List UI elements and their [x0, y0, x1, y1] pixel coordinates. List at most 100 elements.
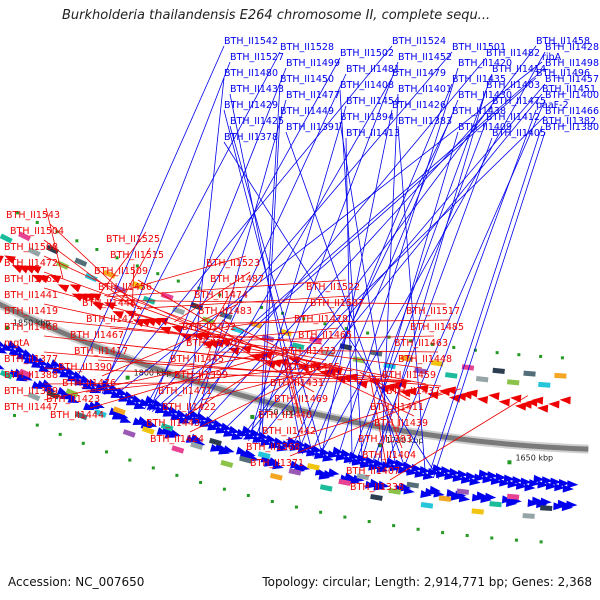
reverse-leader-line: [174, 271, 251, 323]
forward-track-arrow: [196, 413, 209, 421]
reverse-track-arrow: [488, 392, 500, 401]
forward-leader-line: [182, 57, 487, 422]
reverse-gene-label: BTH_II1508: [4, 242, 58, 253]
reverse-track-arrow: [531, 396, 544, 405]
reverse-leader-line: [120, 247, 151, 303]
forward-leader-line: [229, 125, 324, 459]
forward-leader-line: [156, 77, 537, 414]
forward-track-arrow: [302, 442, 315, 451]
forward-gene-label: BTH_II1498: [545, 58, 599, 69]
forward-track-arrow: [14, 344, 27, 354]
reverse-gene-label: BTH_II1459: [382, 370, 436, 381]
reverse-gene-label: BTH_II1525: [106, 234, 160, 245]
reverse-leader-line: [185, 353, 280, 417]
forward-gene-label: BTH_II1528: [280, 42, 334, 53]
reverse-gene-label: BTH_II1473: [282, 346, 336, 357]
reverse-leader-line: [43, 303, 338, 369]
forward-leader-line: [253, 61, 399, 443]
track-dot: [294, 505, 298, 509]
feature-block: [46, 244, 60, 255]
forward-gene-label: BTH_II1428: [545, 42, 599, 53]
reverse-track-arrow: [228, 347, 240, 356]
reverse-leader-line: [45, 207, 64, 279]
reverse-gene-label: BTH_II1472: [4, 258, 58, 269]
forward-track-arrow: [501, 495, 514, 504]
forward-track-arrow: [1, 343, 14, 352]
track-dot: [104, 450, 108, 454]
forward-track-arrow: [540, 497, 552, 506]
forward-leader-line: [104, 45, 393, 395]
forward-track-arrow: [524, 483, 536, 492]
reverse-leader-line: [207, 287, 235, 334]
forward-track-arrow: [476, 491, 488, 500]
forward-gene-label: BTH_II1524: [392, 36, 446, 47]
reverse-gene-label: BTH_II1509: [94, 266, 148, 277]
feature-block: [522, 513, 535, 519]
forward-gene-label: BTH_II1382: [542, 116, 596, 127]
feature-block: [74, 257, 88, 267]
reverse-track-arrow: [240, 345, 252, 354]
forward-gene-label: BTH_II1458: [536, 36, 590, 47]
feature-block: [27, 391, 41, 402]
feature-block: [540, 505, 553, 512]
forward-track-arrow: [435, 470, 448, 478]
forward-track-arrow: [167, 406, 180, 414]
forward-track-arrow: [79, 375, 92, 383]
forward-track-arrow: [503, 474, 516, 483]
forward-leader-line: [223, 141, 440, 479]
forward-leader-line: [370, 137, 493, 469]
forward-track-arrow: [532, 496, 544, 505]
forward-track-arrow: [36, 357, 49, 366]
reverse-leader-line: [43, 255, 213, 335]
reverse-gene-label: BTH_II1470: [186, 338, 240, 349]
reverse-leader-line: [189, 364, 326, 433]
forward-leader-line: [199, 105, 493, 428]
forward-leader-line: [359, 131, 459, 467]
forward-track-arrow: [567, 480, 579, 489]
forward-track-arrow: [16, 351, 28, 360]
forward-leader-line: [427, 125, 543, 478]
forward-track-arrow: [499, 478, 511, 487]
reverse-leader-line: [231, 335, 435, 341]
forward-gene-label: BTH_II1499: [286, 58, 340, 69]
reverse-gene-label: BTH_II1515: [110, 250, 164, 261]
forward-track-arrow: [528, 479, 541, 488]
track-dot: [430, 342, 434, 346]
forward-track-arrow: [541, 476, 554, 485]
track-dot: [517, 353, 521, 357]
forward-track-arrow: [352, 474, 365, 483]
track-dot: [246, 494, 250, 498]
reverse-leader-line: [121, 295, 271, 352]
forward-leader-line: [220, 115, 546, 434]
forward-leader-line: [383, 99, 546, 471]
reverse-leader-line: [179, 319, 451, 325]
forward-gene-label: BTH_II1542: [224, 36, 278, 47]
reverse-gene-label: BTH_II1419: [4, 306, 58, 317]
reverse-track-arrow: [510, 394, 522, 403]
reverse-gene-label: BTH_II1442: [262, 426, 316, 437]
forward-track-arrow: [381, 461, 393, 470]
forward-track-arrow: [29, 353, 41, 362]
forward-track-arrow: [378, 480, 390, 489]
reverse-leader-line: [209, 333, 323, 345]
forward-leader-line: [192, 77, 393, 425]
reverse-gene-label: BTH_II1462: [4, 274, 58, 285]
forward-gene-label: BTH_II1394: [340, 112, 394, 123]
reverse-leader-line: [136, 295, 351, 309]
track-dot: [197, 286, 201, 290]
forward-gene-label: BTH_II1408: [340, 80, 394, 91]
feature-block: [239, 455, 253, 464]
forward-track-arrow: [550, 477, 562, 486]
reverse-gene-label: BTH_II1440: [258, 410, 312, 421]
reverse-gene-label: BTH_II1504: [10, 226, 64, 237]
feature-block: [406, 481, 420, 489]
feature-block: [190, 441, 204, 450]
reverse-gene-label: BTH_II1443: [146, 418, 200, 429]
feature-block: [18, 231, 32, 242]
track-dot: [16, 211, 20, 215]
forward-leader-line: [401, 109, 537, 474]
forward-track-arrow: [244, 449, 256, 458]
feature-block: [388, 487, 402, 495]
track-dot: [465, 533, 469, 537]
feature-block: [269, 472, 283, 481]
